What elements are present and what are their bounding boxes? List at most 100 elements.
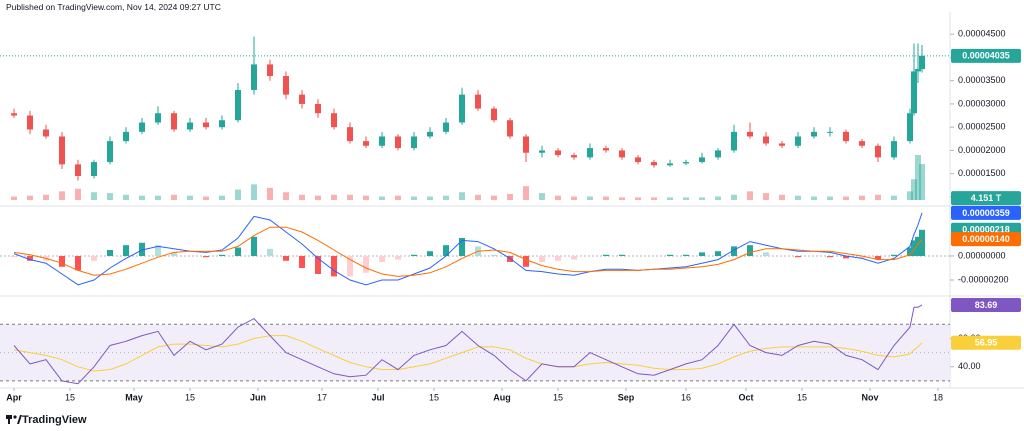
candle-body <box>107 141 113 163</box>
volume-bar <box>507 193 513 200</box>
volume-bar <box>251 184 257 200</box>
candle-body <box>907 113 913 142</box>
candle-body <box>699 157 705 163</box>
candle-body <box>267 64 273 77</box>
volume-bar <box>91 192 97 200</box>
candle-body <box>919 55 925 70</box>
volume-bar <box>283 192 289 200</box>
candle-body <box>171 113 177 130</box>
histogram-bar <box>379 255 385 262</box>
candle-body <box>571 155 577 158</box>
candle-body <box>251 64 257 90</box>
volume-bar <box>811 196 817 200</box>
candle-body <box>427 131 433 137</box>
histogram-bar <box>347 255 353 277</box>
candle-body <box>331 113 337 128</box>
x-tick-label: Oct <box>738 392 753 402</box>
y-tick-label: 0.00000000 <box>958 250 1006 260</box>
rsi-value-label: 83.69 <box>975 300 998 310</box>
candle-body <box>603 148 609 151</box>
brand-logo <box>6 415 22 424</box>
candle-body <box>139 122 145 132</box>
volume-bar <box>699 197 705 200</box>
volume-bar <box>779 194 785 200</box>
volume-bar <box>491 195 497 200</box>
volume-bar <box>59 191 65 200</box>
volume-bar <box>27 195 33 200</box>
volume-bar <box>299 194 305 200</box>
candle-body <box>123 131 129 142</box>
candle-body <box>235 89 241 121</box>
volume-bar <box>555 195 561 200</box>
x-tick-label: 18 <box>933 392 943 402</box>
candle-body <box>763 136 769 144</box>
histogram-bar <box>715 251 721 256</box>
histogram-bar <box>859 255 865 259</box>
volume-bar <box>43 194 49 200</box>
x-tick-label: 17 <box>317 392 327 402</box>
candle-body <box>731 131 737 151</box>
histogram-bar <box>667 254 673 256</box>
volume-bar <box>379 196 385 200</box>
candle-body <box>779 143 785 146</box>
candle-body <box>347 127 353 142</box>
histogram-bar <box>139 242 145 256</box>
histogram-bar <box>203 255 209 258</box>
candle-body <box>283 76 289 95</box>
histogram-bar <box>539 255 545 262</box>
candle-body <box>27 115 33 130</box>
candle-body <box>491 108 497 121</box>
last-price-label: 0.00004035 <box>962 51 1010 61</box>
volume-bar <box>915 155 921 200</box>
volume-bar <box>907 191 913 200</box>
candle-body <box>363 141 369 146</box>
volume-bar <box>731 194 737 200</box>
volume-bar <box>123 194 129 200</box>
volume-bar <box>459 192 465 200</box>
volume-bar <box>919 164 925 200</box>
volume-bar <box>843 196 849 200</box>
volume-bar <box>667 197 673 200</box>
volume-bar <box>411 196 417 200</box>
candle-body <box>203 122 209 128</box>
candle-body <box>651 162 657 166</box>
histogram-bar <box>219 254 225 256</box>
candle-body <box>11 113 17 116</box>
candle-body <box>443 122 449 132</box>
macd-line <box>13 212 923 286</box>
candle-body <box>299 94 305 104</box>
histogram-bar <box>843 255 849 259</box>
volume-bar <box>911 179 917 200</box>
volume-bar <box>75 188 81 200</box>
volume-bar <box>763 193 769 200</box>
rsi-value-label: 56.95 <box>975 338 998 348</box>
candle-body <box>795 136 801 146</box>
candle-body <box>619 150 625 158</box>
histogram-bar <box>395 255 401 260</box>
volume-label: 4.151 T <box>971 193 1002 203</box>
candle-body <box>379 136 385 146</box>
brand-name: TradingView <box>22 414 87 426</box>
candle-body <box>667 163 673 166</box>
y-tick-label: 0.00003000 <box>958 98 1006 108</box>
volume-bar <box>395 195 401 200</box>
histogram-bar <box>875 255 881 260</box>
candle-body <box>555 150 561 156</box>
volume-bar <box>347 194 353 200</box>
rsi-ma-line <box>13 335 923 372</box>
volume-bar <box>427 196 433 200</box>
y-tick-label: -0.00000200 <box>958 274 1009 284</box>
candle-body <box>459 94 465 123</box>
volume-bar <box>443 195 449 200</box>
histogram-bar <box>11 255 17 258</box>
volume-bar <box>651 197 657 200</box>
histogram-bar <box>155 245 161 256</box>
y-tick-label: 0.00002500 <box>958 122 1006 132</box>
histogram-bar <box>571 255 577 260</box>
x-tick-label: 15 <box>797 392 807 402</box>
candle-body <box>59 136 65 165</box>
x-tick-label: Apr <box>6 392 22 402</box>
volume-bar <box>875 194 881 200</box>
